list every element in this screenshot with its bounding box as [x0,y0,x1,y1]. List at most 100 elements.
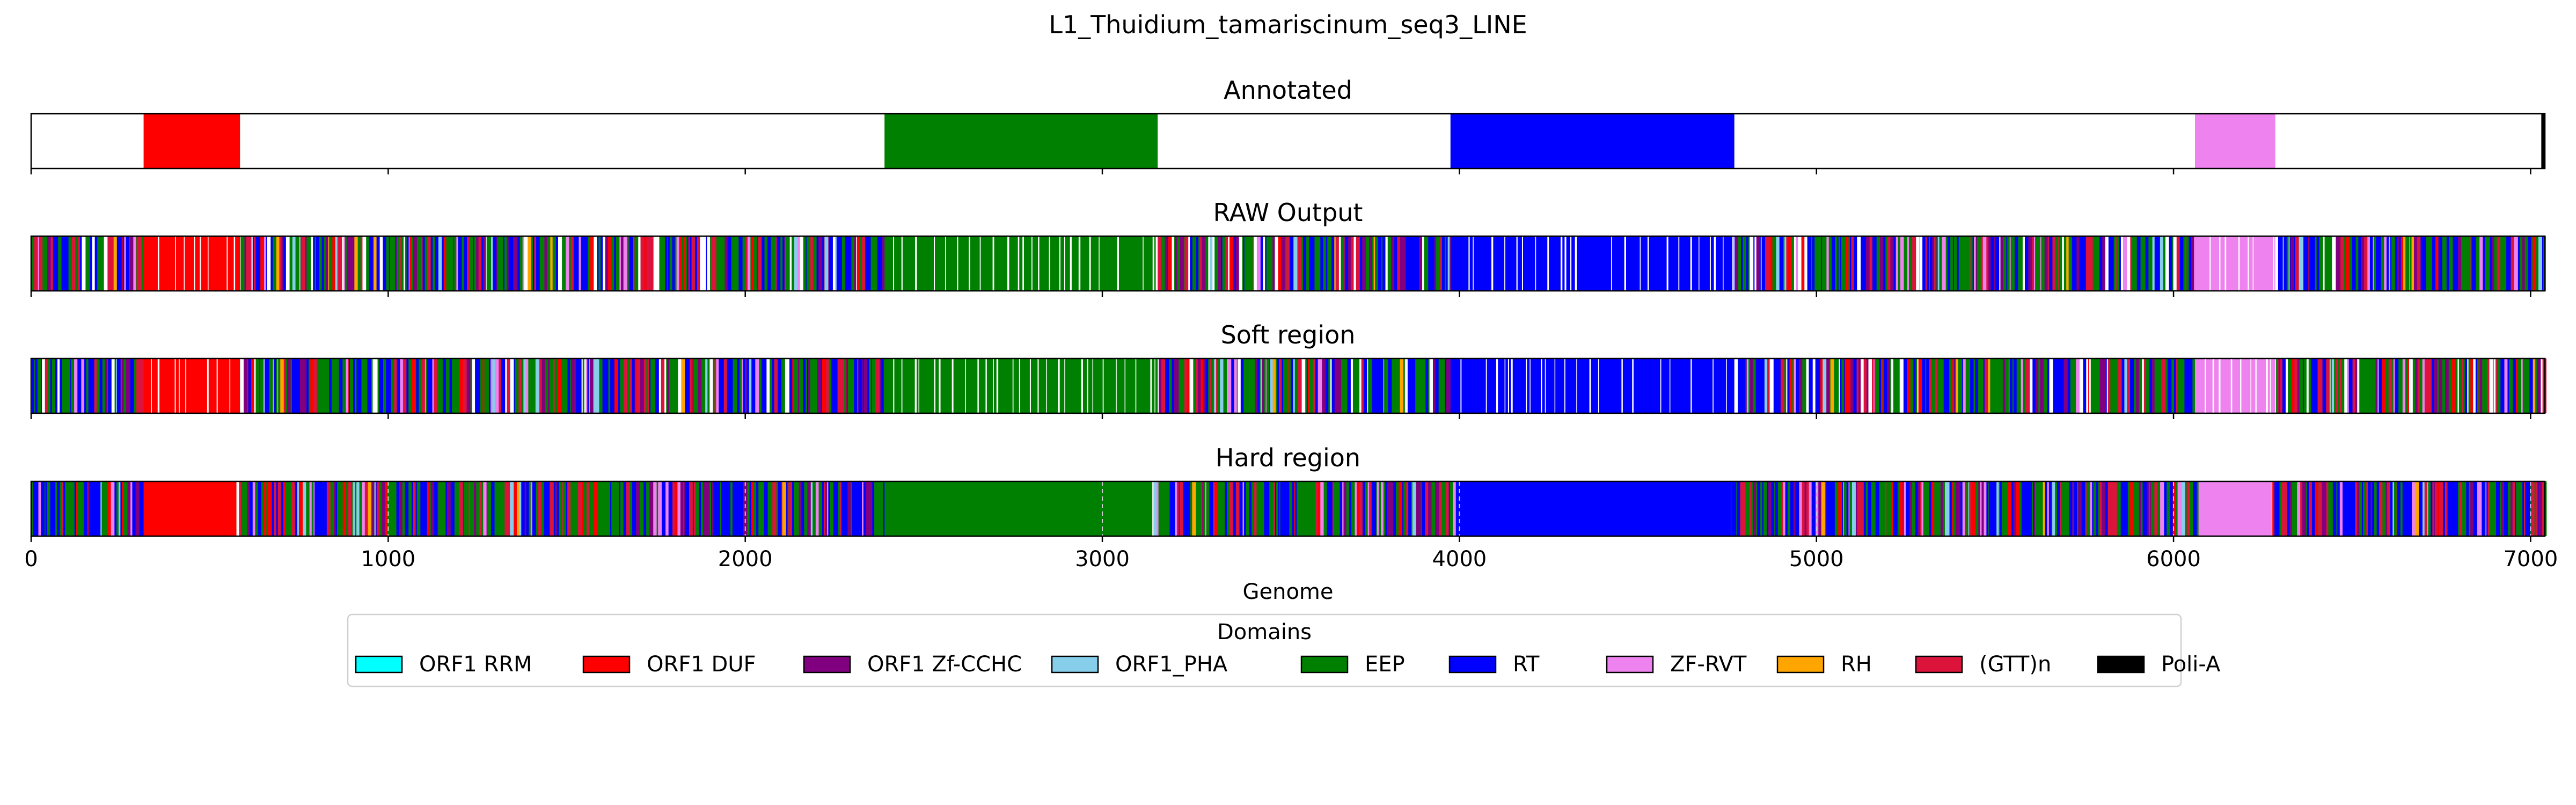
prediction-stripe [727,236,731,291]
prediction-stripe [832,236,836,291]
prediction-stripe [81,358,85,413]
prediction-stripe [1240,358,1244,413]
prediction-stripe [2179,236,2184,291]
prediction-stripe [533,358,536,413]
prediction-stripe [2032,358,2036,413]
prediction-stripe [621,236,624,291]
prediction-stripe [743,358,746,413]
prediction-stripe [1757,481,1761,536]
prediction-stripe [1915,481,1918,536]
gap-stripe [175,236,176,291]
prediction-stripe [570,358,575,413]
prediction-stripe [529,481,531,536]
prediction-stripe [346,481,348,536]
prediction-stripe [1374,481,1377,536]
prediction-stripe [1806,358,1809,413]
prediction-stripe [1740,481,1743,536]
gap-stripe [216,358,218,413]
gap-stripe [1723,236,1724,291]
prediction-stripe [50,358,53,413]
prediction-stripe [1379,358,1383,413]
prediction-stripe [1242,481,1245,536]
prediction-stripe [2066,236,2069,291]
prediction-stripe [410,358,412,413]
prediction-stripe [1190,236,1193,291]
prediction-stripe [1786,358,1788,413]
prediction-stripe [2070,358,2073,413]
prediction-stripe [1821,481,1826,536]
prediction-stripe [658,358,662,413]
prediction-stripe [366,236,369,291]
prediction-stripe [405,481,409,536]
prediction-stripe [2078,481,2082,536]
prediction-stripe [323,358,327,413]
prediction-stripe [138,358,141,413]
prediction-stripe [2193,481,2197,536]
prediction-stripe [2454,481,2458,536]
prediction-stripe [1259,481,1263,536]
prediction-stripe [2359,481,2362,536]
prediction-stripe [658,481,662,536]
prediction-stripe [2134,358,2136,413]
prediction-stripe [1845,358,1848,413]
prediction-stripe [705,358,708,413]
prediction-stripe [624,358,628,413]
prediction-stripe [372,358,375,413]
prediction-stripe [538,481,542,536]
prediction-stripe [470,358,473,413]
prediction-stripe [591,481,594,536]
prediction-stripe [481,236,483,291]
prediction-stripe [753,236,758,291]
prediction-stripe [630,358,632,413]
prediction-stripe [87,236,88,291]
prediction-stripe [264,358,266,413]
prediction-stripe [84,358,86,413]
prediction-stripe [2299,358,2302,413]
prediction-stripe [1927,236,1929,291]
prediction-stripe [577,481,581,536]
prediction-stripe [563,481,567,536]
prediction-stripe [2127,236,2131,291]
prediction-stripe [1202,236,1206,291]
prediction-stripe [1431,481,1436,536]
prediction-stripe [1422,236,1424,291]
prediction-stripe [1209,481,1213,536]
domain-segment [2194,114,2275,169]
domain-block [143,236,240,291]
prediction-stripe [690,358,692,413]
prediction-stripe [296,358,299,413]
gap-stripe [1576,358,1577,413]
prediction-stripe [1413,236,1416,291]
prediction-stripe [1278,236,1282,291]
prediction-stripe [318,481,320,536]
prediction-stripe [126,236,130,291]
prediction-stripe [1798,358,1803,413]
prediction-stripe [2143,358,2146,413]
prediction-stripe [1887,358,1891,413]
prediction-stripe [831,358,833,413]
prediction-stripe [2405,236,2410,291]
prediction-stripe [2292,481,2294,536]
prediction-stripe [2145,481,2147,536]
prediction-stripe [283,236,287,291]
prediction-stripe [713,236,716,291]
gap-stripe [1541,358,1542,413]
prediction-stripe [2477,481,2478,536]
prediction-stripe [2033,481,2035,536]
prediction-stripe [2176,358,2178,413]
prediction-stripe [2088,358,2089,413]
panel-frame [30,235,2546,292]
prediction-stripe [1313,358,1316,413]
legend-entry: ORF1 RRM [355,652,532,677]
prediction-stripe [1439,358,1442,413]
prediction-stripe [306,236,310,291]
prediction-stripe [1161,481,1165,536]
prediction-stripe [875,481,880,536]
prediction-stripe [2396,481,2398,536]
prediction-stripe [1381,481,1382,536]
prediction-stripe [2102,236,2106,291]
prediction-stripe [2432,481,2434,536]
prediction-stripe [57,481,60,536]
prediction-stripe [1445,358,1446,413]
prediction-stripe [1807,236,1812,291]
